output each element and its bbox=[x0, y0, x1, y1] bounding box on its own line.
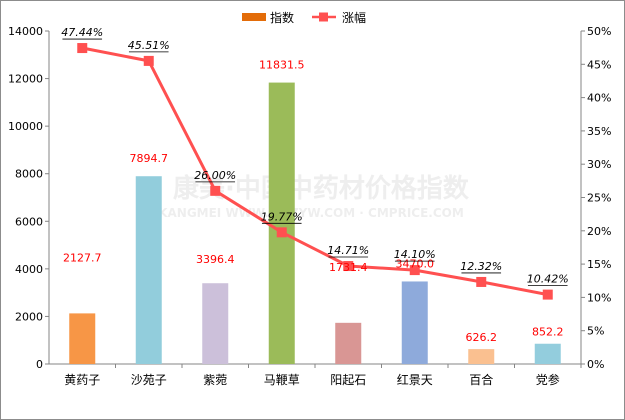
category-label: 红景天 bbox=[397, 372, 433, 387]
change-value-label: 10.42% bbox=[527, 273, 569, 286]
category-label: 百合 bbox=[469, 372, 493, 387]
right-tick-label: 25% bbox=[587, 192, 611, 205]
watermark-main: 康美·中国中药材价格指数 bbox=[173, 173, 470, 204]
right-tick-label: 20% bbox=[587, 225, 611, 238]
bar bbox=[335, 322, 362, 364]
change-value-label: 12.32% bbox=[460, 260, 502, 273]
line-point bbox=[210, 185, 221, 196]
legend-label-index: 指数 bbox=[270, 10, 294, 25]
change-value-label: 47.44% bbox=[61, 26, 103, 39]
right-tick-label: 50% bbox=[587, 25, 611, 38]
legend-swatch-index bbox=[242, 13, 266, 21]
left-tick-label: 0 bbox=[36, 358, 43, 371]
line-point bbox=[77, 43, 88, 54]
right-tick-label: 15% bbox=[587, 258, 611, 271]
category-label: 黄药子 bbox=[64, 373, 100, 387]
bar-value-label: 2127.7 bbox=[63, 251, 102, 264]
left-tick-label: 10000 bbox=[8, 120, 43, 133]
axes: 0 2000 4000 6000 8000 10000 12000 14000 0% 5% 10% 1… bbox=[8, 25, 611, 387]
bar-value-label: 11831.5 bbox=[259, 59, 305, 72]
category-label: 沙苑子 bbox=[131, 373, 167, 387]
right-tick-label: 5% bbox=[587, 325, 604, 338]
left-tick-label: 8000 bbox=[15, 168, 43, 181]
bar bbox=[135, 176, 162, 364]
change-value-label: 14.10% bbox=[394, 248, 436, 261]
watermark: 康美·中国中药材价格指数 KANGMEI WWW.KMZYW.COM · CMP… bbox=[158, 173, 470, 220]
bar bbox=[534, 343, 561, 364]
right-tick-label: 30% bbox=[587, 158, 611, 171]
left-tick-label: 14000 bbox=[8, 25, 43, 38]
left-tick-label: 6000 bbox=[15, 215, 43, 228]
right-tick-label: 40% bbox=[587, 92, 611, 105]
category-label: 马鞭草 bbox=[264, 373, 300, 387]
watermark-sub: KANGMEI WWW.KMZYW.COM · CMPRICE.COM bbox=[158, 206, 464, 220]
bar bbox=[69, 313, 96, 364]
legend: 指数 涨幅 bbox=[242, 10, 366, 25]
bar bbox=[202, 283, 229, 364]
bar-value-label: 852.2 bbox=[532, 326, 564, 339]
line-point bbox=[542, 289, 553, 300]
left-tick-label: 12000 bbox=[8, 73, 43, 86]
right-tick-label: 45% bbox=[587, 58, 611, 71]
category-label: 党参 bbox=[536, 372, 560, 387]
legend-swatch-marker bbox=[319, 12, 328, 22]
line-series bbox=[77, 43, 553, 300]
line-point bbox=[143, 55, 154, 66]
bar-value-label: 3396.4 bbox=[196, 253, 235, 266]
line-point bbox=[343, 261, 354, 272]
bar-value-label: 626.2 bbox=[466, 331, 498, 344]
left-tick-label: 4000 bbox=[15, 263, 43, 276]
line-point bbox=[476, 276, 487, 287]
line-point bbox=[409, 265, 420, 276]
bars bbox=[69, 82, 561, 365]
category-label: 紫菀 bbox=[203, 373, 227, 387]
change-value-label: 14.71% bbox=[327, 244, 369, 257]
bar-value-label: 1731.4 bbox=[329, 261, 368, 274]
change-value-label: 45.51% bbox=[128, 39, 170, 52]
right-tick-label: 35% bbox=[587, 125, 611, 138]
line-point bbox=[276, 227, 287, 238]
bar-value-label: 7894.7 bbox=[130, 152, 169, 165]
category-label: 阳起石 bbox=[330, 373, 366, 387]
change-value-label: 19.77% bbox=[261, 210, 303, 223]
right-tick-label: 10% bbox=[587, 291, 611, 304]
bar bbox=[401, 281, 428, 364]
left-tick-label: 2000 bbox=[15, 310, 43, 323]
change-value-label: 26.00% bbox=[194, 169, 236, 182]
change-line bbox=[82, 46, 549, 297]
legend-label-change: 涨幅 bbox=[342, 10, 366, 25]
bar bbox=[468, 349, 495, 364]
right-tick-label: 0% bbox=[587, 358, 604, 371]
